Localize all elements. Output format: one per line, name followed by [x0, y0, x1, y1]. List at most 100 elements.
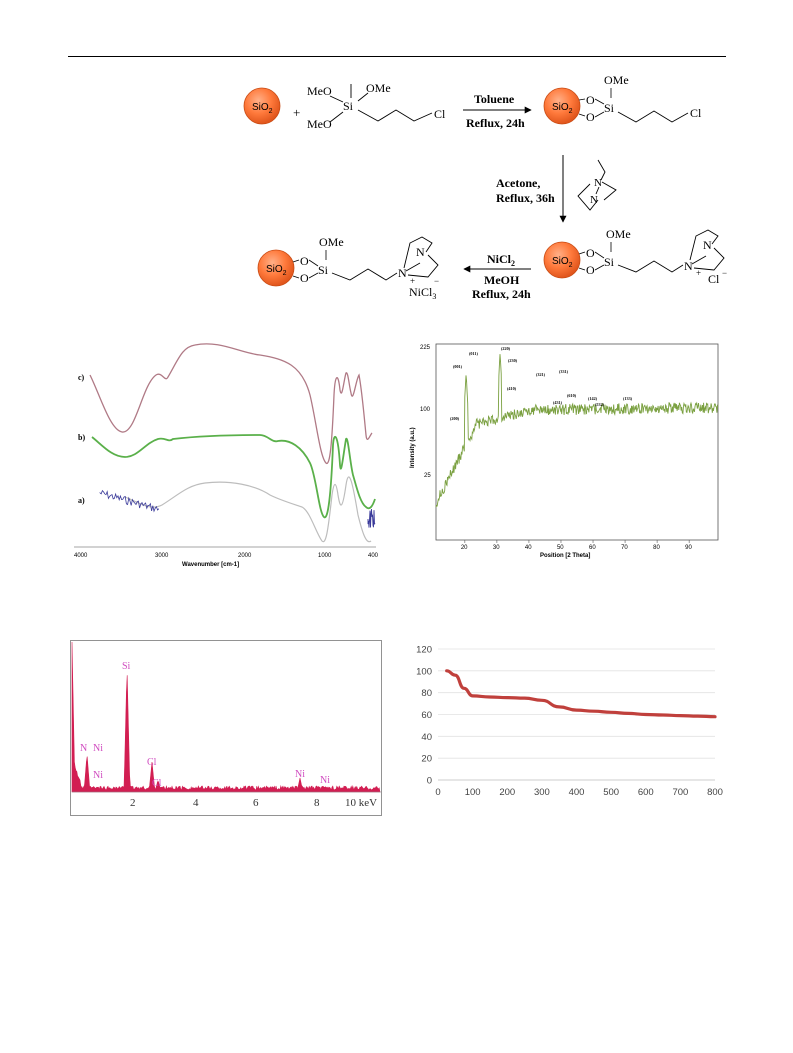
- svg-text:N: N: [594, 177, 602, 189]
- svg-text:Cl: Cl: [708, 272, 720, 286]
- tga-ytick: 80: [421, 688, 432, 699]
- svg-text:SiO2: SiO2: [552, 102, 573, 115]
- ftir-xtick: 400: [368, 553, 379, 559]
- tga-xtick: 0: [435, 787, 440, 798]
- eds-xtick: 2: [130, 797, 136, 809]
- svg-text:Si: Si: [318, 263, 329, 277]
- tga-ytick: 100: [416, 666, 432, 677]
- reaction-scheme: SiO2 + MeO OMe Si MeO Cl Toluene Reflux,…: [243, 73, 727, 301]
- ftir-xtick: 2000: [238, 553, 252, 559]
- grafted-dabco-chloride: O O Si OMe N N + Cl −: [578, 227, 727, 286]
- step3-solvent: MeOH: [484, 273, 520, 287]
- svg-text:N: N: [684, 259, 693, 273]
- svg-text:OMe: OMe: [366, 81, 391, 95]
- xrd-peak-label: (230): [508, 358, 518, 363]
- xrd-xtick: 60: [589, 545, 596, 551]
- eds-peak-label-cl: Cl: [147, 757, 157, 768]
- eds-xtick: 8: [314, 797, 320, 809]
- svg-text:OMe: OMe: [606, 227, 631, 241]
- step3-reagent: NiCl2: [487, 252, 515, 268]
- cptms-molecule: MeO OMe Si MeO Cl: [307, 81, 446, 131]
- svg-text:N: N: [703, 238, 712, 252]
- xrd-peak-label: (532): [595, 402, 605, 407]
- eds-xtick: 4: [193, 797, 199, 809]
- svg-text:Cl: Cl: [690, 106, 702, 120]
- xrd-ytick: 225: [420, 345, 431, 351]
- xrd-ytick: 100: [420, 407, 431, 413]
- xrd-peak-label: (011): [469, 351, 478, 356]
- ftir-xtick: 1000: [318, 553, 332, 559]
- tga-xtick: 800: [707, 787, 723, 798]
- eds-x-ticks: 2 4 6 8 10 keV: [130, 797, 377, 809]
- tga-xtick: 400: [569, 787, 585, 798]
- xrd-peak-label: (001): [453, 364, 463, 369]
- tga-ytick: 120: [416, 645, 432, 656]
- svg-text:N: N: [416, 245, 425, 259]
- step2-conditions: Reflux, 36h: [496, 191, 555, 205]
- svg-text:MeO: MeO: [307, 84, 332, 98]
- ftir-label-b: b): [78, 433, 85, 442]
- eds-spectrum: 2 4 6 8 10 keV Si N Ni Ni Cl Cl Ni Ni: [70, 640, 382, 816]
- ftir-xtick: 3000: [155, 553, 169, 559]
- svg-text:O: O: [586, 263, 595, 277]
- svg-text:OMe: OMe: [319, 235, 344, 249]
- xrd-xtick: 40: [525, 545, 532, 551]
- xrd-peak-label: (321): [536, 372, 546, 377]
- tga-xtick: 300: [534, 787, 550, 798]
- tga-xtick: 700: [672, 787, 688, 798]
- svg-text:−: −: [434, 276, 439, 286]
- plus-sign: +: [293, 105, 300, 120]
- eds-peak-label-cl: Cl: [152, 778, 162, 789]
- xrd-pattern: 225 100 25 Intensity (a.u.) 20 30 40 50 60 70…: [410, 343, 719, 559]
- svg-text:SiO2: SiO2: [266, 264, 287, 277]
- xrd-xtick: 20: [461, 545, 468, 551]
- dabco-molecule: N N: [577, 159, 617, 211]
- tga-xtick: 600: [638, 787, 654, 798]
- grafted-silane-1: O O Si OMe Cl: [578, 73, 702, 124]
- tga-series-line: [445, 669, 717, 719]
- ftir-label-a: a): [78, 496, 85, 505]
- ftir-trace-a: [124, 476, 372, 543]
- ftir-xtick: 4000: [74, 553, 88, 559]
- svg-text:Si: Si: [604, 255, 615, 269]
- ftir-trace-c: [89, 343, 373, 464]
- xrd-xtick: 80: [653, 545, 660, 551]
- svg-text:Cl: Cl: [434, 107, 446, 121]
- tga-xtick: 100: [465, 787, 481, 798]
- step3-conditions: Reflux, 24h: [472, 287, 531, 301]
- step2-solvent: Acetone,: [496, 176, 540, 190]
- xrd-xtick: 50: [557, 545, 564, 551]
- eds-peak-label-si: Si: [122, 661, 131, 672]
- ftir-spectra: 4000 3000 2000 1000 400 Wavenumber [cm-1…: [74, 343, 379, 568]
- svg-text:O: O: [300, 254, 309, 268]
- sio2-sphere-3: SiO2: [543, 241, 581, 279]
- xrd-peak-label: (431): [553, 400, 563, 405]
- svg-text:OMe: OMe: [604, 73, 629, 87]
- eds-xtick: 6: [253, 797, 259, 809]
- eds-xtick: 10 keV: [345, 797, 377, 809]
- xrd-peak-label: (331): [559, 369, 569, 374]
- eds-peak-label-ni: Ni: [93, 770, 103, 781]
- tga-ytick: 60: [421, 710, 432, 721]
- svg-text:N: N: [398, 266, 407, 280]
- xrd-peak-label: (220): [501, 346, 511, 351]
- step1-conditions: Reflux, 24h: [466, 116, 525, 130]
- xrd-peak-label: (133): [623, 396, 633, 401]
- sio2-sphere-1: SiO2: [243, 87, 281, 125]
- xrd-xtick: 30: [493, 545, 500, 551]
- tga-xtick: 200: [499, 787, 515, 798]
- xrd-trace-line: [435, 354, 718, 508]
- eds-trace-fill: [71, 641, 381, 793]
- tga-ytick: 20: [421, 754, 432, 765]
- header-rule: [68, 56, 726, 57]
- xrd-peak-label: (410): [507, 386, 517, 391]
- svg-text:SiO2: SiO2: [552, 256, 573, 269]
- sio2-sphere-4: SiO2: [257, 249, 295, 287]
- xrd-peak-label: (200): [450, 416, 460, 421]
- xrd-ytick: 25: [424, 473, 431, 479]
- eds-peak-label-ni: Ni: [320, 775, 330, 786]
- ftir-trace-a-tail: [367, 509, 376, 528]
- xrd-peak-label: (610): [567, 393, 577, 398]
- svg-text:NiCl3: NiCl3: [409, 285, 436, 301]
- svg-text:Si: Si: [604, 101, 615, 115]
